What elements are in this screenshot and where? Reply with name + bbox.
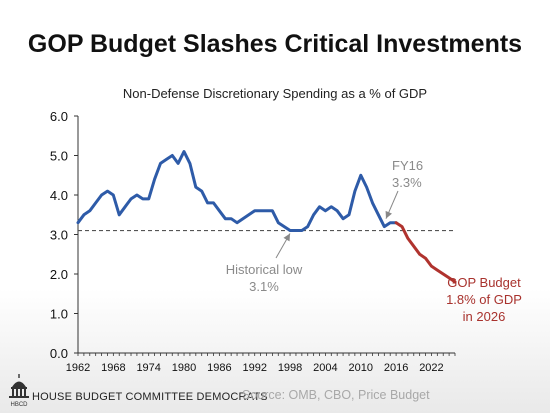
- y-tick-label: 5.0: [50, 149, 68, 164]
- capitol-logo-icon: HBCD: [9, 374, 29, 408]
- chart-axes: 0.0 1.0 2.0 3.0 4.0 5.0 6.0 1962 1968 1974 1980 198…: [50, 109, 456, 374]
- x-tick-label: 2004: [313, 362, 337, 374]
- page-title: GOP Budget Slashes Critical Investments: [27, 30, 523, 58]
- chart-annotations: FY16 3.3% Historical low 3.1% GOP Budget…: [226, 158, 522, 324]
- gop-budget-year: in 2026: [463, 309, 506, 324]
- y-tick-label: 1.0: [50, 307, 68, 322]
- gop-budget-label: GOP Budget: [447, 275, 521, 290]
- gop-budget-value: 1.8% of GDP: [446, 292, 522, 307]
- fy16-value: 3.3%: [392, 175, 422, 190]
- x-tick-label: 1968: [101, 362, 125, 374]
- chart-subtitle: Non-Defense Discretionary Spending as a …: [122, 86, 428, 101]
- x-tick-label: 1962: [66, 362, 90, 374]
- historical-series-line: [76, 150, 398, 232]
- x-tick-label: 2010: [349, 362, 373, 374]
- fy16-label: FY16: [392, 158, 423, 173]
- historical-low-label: Historical low: [226, 262, 303, 277]
- series-lines: [76, 150, 457, 284]
- y-tick-label: 6.0: [50, 109, 68, 124]
- organization-name: HOUSE BUDGET COMMITTEE DEMOCRATS: [32, 391, 268, 403]
- gop-budget-series-line: [394, 221, 457, 284]
- x-tick-label: 2016: [384, 362, 408, 374]
- x-tick-label: 1980: [172, 362, 196, 374]
- x-tick-label: 1992: [242, 362, 266, 374]
- y-tick-label: 3.0: [50, 228, 68, 243]
- x-tick-label: 1998: [278, 362, 302, 374]
- y-tick-label: 4.0: [50, 188, 68, 203]
- source-note: Source: OMB, CBO, Price Budget: [242, 388, 430, 402]
- x-tick-label: 2022: [419, 362, 443, 374]
- fy16-arrowhead: [385, 210, 392, 219]
- logo-text: HBCD: [10, 402, 28, 408]
- y-tick-label: 2.0: [50, 267, 68, 282]
- x-tick-label: 1986: [207, 362, 231, 374]
- historical-low-value: 3.1%: [249, 279, 279, 294]
- y-tick-label: 0.0: [50, 346, 68, 361]
- historical-low-arrowhead: [283, 233, 290, 242]
- x-tick-label: 1974: [136, 362, 160, 374]
